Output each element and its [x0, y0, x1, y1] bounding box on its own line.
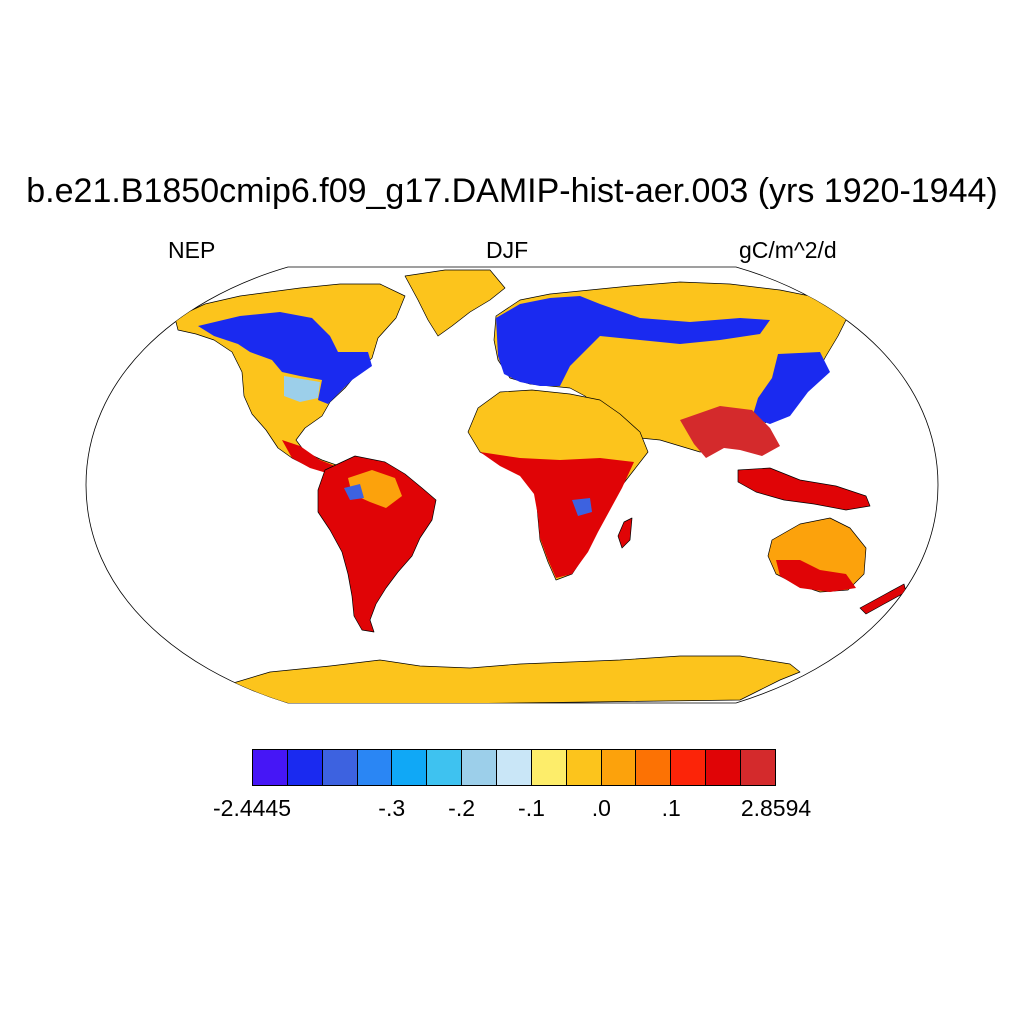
colorbar-box [253, 750, 288, 785]
colorbar-box [392, 750, 428, 785]
colorbar-box [357, 750, 393, 785]
units-label: gC/m^2/d [739, 237, 837, 263]
colorbar-box [601, 750, 637, 785]
east-asia-negative [752, 352, 830, 424]
south-america-blue [344, 484, 364, 500]
colorbar-label: -.3 [378, 795, 406, 821]
colorbar-box [671, 750, 707, 785]
map-title: b.e21.B1850cmip6.f09_g17.DAMIP-hist-aer.… [26, 172, 998, 210]
colorbar-label: .0 [591, 795, 611, 821]
australia-positive [776, 560, 856, 592]
colorbar-box [531, 750, 567, 785]
colorbar-box [741, 750, 775, 785]
colorbar-box [287, 750, 323, 785]
colorbar-label: -.2 [448, 795, 476, 821]
colorbar-box [497, 750, 532, 785]
maritime-continent-land [737, 467, 871, 511]
africa-positive [480, 452, 634, 578]
south-america-land [317, 455, 437, 633]
africa-blue-patch [572, 498, 592, 516]
central-america-positive [282, 440, 340, 474]
north-america-negative-north [198, 312, 372, 404]
greenland-land [404, 269, 506, 337]
colorbar-label: 2.8594 [740, 795, 812, 821]
colorbar-box [706, 750, 742, 785]
colorbar-box [322, 750, 358, 785]
south-america-orange [348, 470, 402, 508]
colorbar-box [462, 750, 498, 785]
colorbar-label: .1 [661, 795, 681, 821]
colorbar-box [566, 750, 602, 785]
colorbar-box [636, 750, 672, 785]
madagascar-land [617, 517, 633, 549]
variable-label: NEP [168, 237, 216, 263]
north-america-light-blue [284, 376, 320, 402]
colorbar-label: -2.4445 [212, 795, 292, 821]
colorbar-label: -.1 [518, 795, 545, 821]
colorbar-box [427, 750, 463, 785]
season-label: DJF [486, 237, 529, 263]
colorbar [252, 749, 776, 786]
antarctica-land [229, 655, 801, 703]
europe-negative [496, 296, 770, 386]
south-asia-positive [680, 406, 780, 458]
